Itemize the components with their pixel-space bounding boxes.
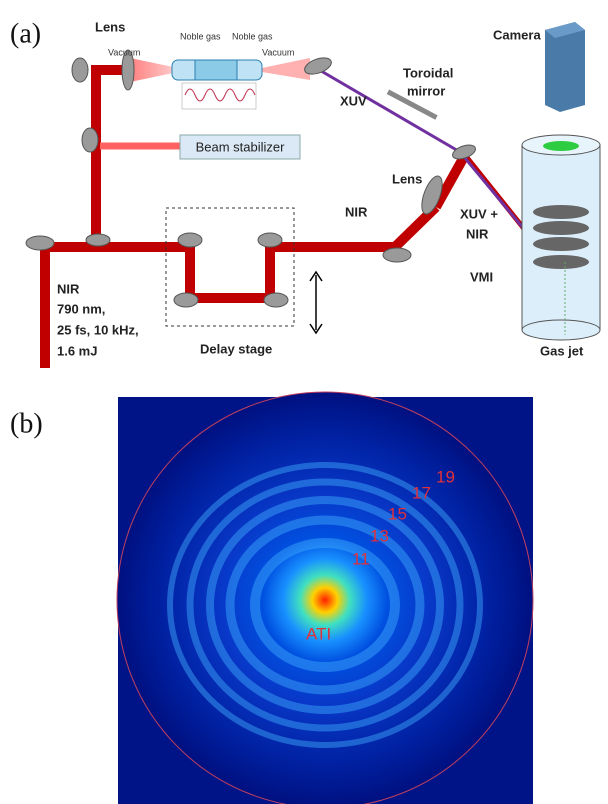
label: XUV +: [460, 206, 498, 221]
figure: (a) Lens Vacuum Noble gas Noble gas Vacu…: [0, 0, 608, 804]
electrode: [533, 237, 589, 251]
waveform: [185, 89, 255, 101]
label: Delay stage: [200, 341, 272, 356]
camera: [545, 22, 585, 112]
mirror: [258, 233, 282, 247]
label: Lens: [392, 171, 422, 186]
mirror: [383, 248, 411, 262]
harmonic-label: 17: [412, 483, 431, 502]
panel-label: (b): [10, 408, 43, 439]
harmonic-label: 15: [388, 504, 407, 523]
beam-cone: [130, 58, 178, 82]
label: 1.6 mJ: [57, 343, 97, 358]
mirror: [72, 58, 88, 82]
harmonic-label: 19: [436, 467, 455, 486]
mirror: [26, 236, 54, 250]
mirror: [264, 293, 288, 307]
label: NIR: [345, 204, 368, 219]
label: VMI: [470, 269, 493, 284]
label: Noble gas: [180, 31, 221, 41]
vmi-chamber: [522, 320, 600, 340]
beam: [96, 70, 122, 247]
label: Beam stabilizer: [196, 139, 286, 154]
label: 25 fs, 10 kHz,: [57, 322, 139, 337]
label: Toroidal: [403, 65, 453, 80]
mirror: [82, 128, 98, 152]
mirror: [178, 233, 202, 247]
label: Gas jet: [540, 343, 584, 358]
label: XUV: [340, 93, 367, 108]
page: (a) Lens Vacuum Noble gas Noble gas Vacu…: [0, 0, 608, 804]
gas-cell: [195, 60, 237, 80]
mirror: [86, 234, 110, 246]
label: Vacuum: [262, 47, 294, 57]
mirror: [174, 293, 198, 307]
electrode: [533, 255, 589, 269]
label: Noble gas: [232, 31, 273, 41]
label: mirror: [407, 83, 445, 98]
harmonic-label: 11: [352, 549, 370, 568]
panel-label: (a): [10, 18, 41, 49]
detector: [543, 141, 579, 151]
beam-cone: [262, 58, 310, 80]
label: Camera: [493, 27, 541, 42]
electrode: [533, 221, 589, 235]
label: Lens: [95, 19, 125, 34]
harmonic-label: 13: [370, 526, 389, 545]
electrode: [533, 205, 589, 219]
label: NIR: [57, 281, 80, 296]
label: 790 nm,: [57, 301, 105, 316]
ati-label: ATI: [306, 624, 331, 643]
label: NIR: [466, 226, 489, 241]
label: Vacuum: [108, 47, 140, 57]
